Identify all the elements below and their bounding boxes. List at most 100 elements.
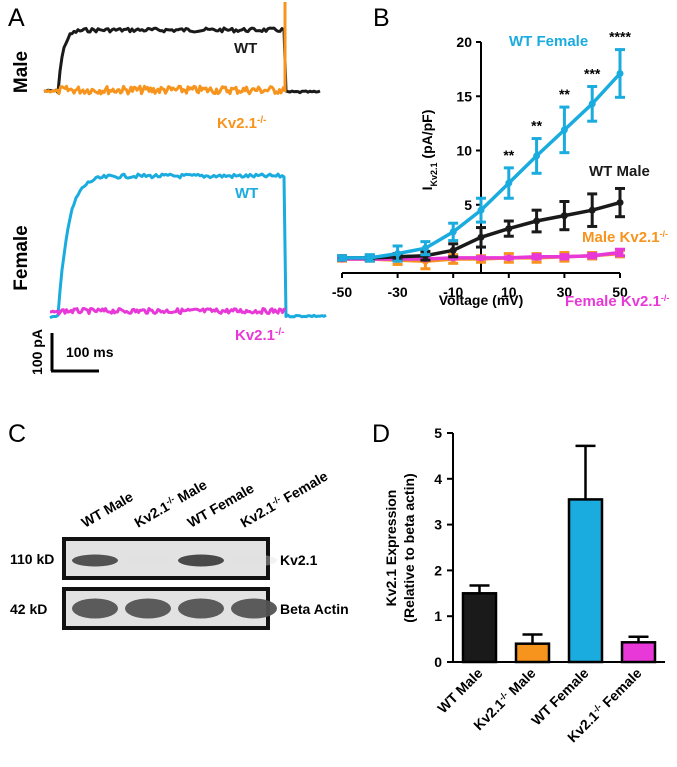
point-0-6 — [505, 179, 513, 187]
iv-plot-series — [337, 48, 625, 271]
female-kv21-label-text: Kv2.1 — [235, 327, 275, 344]
d-category-0-text: WT Male — [434, 665, 486, 717]
point-3-8 — [560, 253, 568, 261]
band-label-1: Beta Actin — [280, 601, 349, 617]
female-kv21-label: Kv2.1-/- — [235, 327, 284, 345]
panel-d: D 0 1 2 3 4 5 Kv2.1 Expression (Relative to bet… — [372, 420, 665, 745]
point-3-7 — [533, 253, 541, 261]
mw-label-0: 110 kD — [10, 551, 54, 567]
band-1-1 — [125, 598, 171, 619]
panel-label-a: A — [8, 4, 25, 32]
point-1-9 — [588, 206, 596, 214]
point-1-6 — [505, 225, 513, 233]
x-tick-label-3: 10 — [501, 284, 517, 300]
point-0-4 — [449, 228, 457, 236]
significance-0: ** — [503, 147, 514, 163]
y-tick-label-3: 20 — [456, 34, 472, 50]
point-0-8 — [560, 126, 568, 134]
band-0-1 — [125, 554, 171, 567]
iv-plot-axes: -50 -30 -10 10 30 50 5 10 15 20 Voltage (mV) IKv2.1… — [332, 34, 628, 308]
lane-label-1-suffix: Male — [171, 476, 210, 507]
point-3-9 — [588, 252, 596, 260]
significance-1: ** — [531, 118, 542, 134]
point-0-0 — [338, 254, 346, 262]
lane-label-0-text: WT Male — [79, 488, 136, 530]
legend-1: WT Male — [589, 163, 650, 180]
significance-4: **** — [609, 29, 631, 45]
mw-label-1: 42 kD — [10, 601, 47, 617]
point-1-8 — [560, 212, 568, 220]
scale-bar: 100 pA 100 ms — [29, 329, 114, 375]
d-category-0: WT Male — [434, 665, 486, 717]
point-0-7 — [533, 152, 541, 160]
male-kv21-label-sup: -/- — [257, 115, 266, 126]
y-tick-label-0: 5 — [464, 197, 472, 213]
point-3-10 — [616, 248, 624, 256]
point-0-9 — [588, 100, 596, 108]
legend-2-text: Male Kv2.1 — [582, 229, 660, 246]
d-y-tick-label-0: 0 — [434, 654, 442, 670]
d-y-axis-label-2: (Relative to beta actin) — [401, 473, 417, 622]
female-wt-label: WT — [235, 185, 258, 202]
d-bar-3 — [620, 641, 657, 664]
x-tick-label-0: -50 — [332, 284, 352, 300]
legend-0-text: WT Female — [509, 33, 588, 50]
band-0-3 — [231, 554, 277, 567]
d-y-axis-label-1: Kv2.1 Expression — [383, 490, 399, 607]
significance-3: *** — [584, 65, 601, 81]
panel-a: A Male Female WT Kv2.1-/- WT Kv2.1-/- 10… — [8, 2, 327, 375]
scale-time-label: 100 ms — [66, 344, 114, 360]
legend-3-text: Female Kv2.1 — [565, 293, 661, 310]
band-1-3 — [231, 598, 277, 619]
d-bar-1 — [514, 642, 551, 664]
x-tick-label-2: -10 — [443, 284, 463, 300]
y-axis-label-main: I — [419, 187, 435, 191]
trace-female-wt — [49, 172, 327, 320]
y-tick-label-1: 10 — [456, 143, 472, 159]
point-0-5 — [477, 206, 485, 214]
trace-female-kv21-ko — [49, 307, 286, 316]
point-1-5 — [477, 233, 485, 241]
legend-0: WT Female — [509, 33, 588, 50]
point-3-6 — [505, 254, 513, 262]
y-axis-label-sub: Kv2.1 — [429, 162, 439, 186]
legend-2: Male Kv2.1-/- — [582, 229, 668, 246]
scale-current-label: 100 pA — [29, 329, 45, 375]
x-axis-label: Voltage (mV) — [439, 292, 524, 308]
lane-label-3: Kv2.1-/- Female — [238, 468, 331, 531]
point-1-10 — [616, 199, 624, 207]
point-1-4 — [449, 246, 457, 254]
legend-3-sup: -/- — [661, 293, 670, 303]
expression-bar-chart: 0 1 2 3 4 5 Kv2.1 Expression (Relative to beta … — [383, 425, 665, 745]
d-category-3-suffix: Female — [596, 665, 644, 713]
d-y-tick-label-3: 3 — [434, 517, 442, 533]
male-wt-label: WT — [234, 40, 257, 57]
d-y-tick-label-1: 1 — [434, 608, 442, 624]
d-y-tick-label-4: 4 — [434, 471, 442, 487]
d-bar-2 — [567, 498, 604, 664]
lane-label-0: WT Male — [79, 488, 136, 530]
point-0-10 — [616, 69, 624, 77]
female-row-label: Female — [11, 225, 32, 290]
legend-1-text: WT Male — [589, 163, 650, 180]
female-kv21-label-sup: -/- — [275, 327, 284, 338]
y-axis-label: IKv2.1 (pA/pF) — [419, 110, 439, 191]
band-1-2 — [178, 598, 224, 619]
male-kv21-label: Kv2.1-/- — [217, 115, 266, 133]
band-0-2 — [178, 554, 224, 567]
male-row-label: Male — [11, 51, 32, 93]
d-bar-0 — [461, 592, 498, 664]
point-0-2 — [394, 250, 402, 258]
x-tick-label-4: 30 — [557, 284, 573, 300]
band-label-0: Kv2.1 — [280, 552, 318, 568]
lane-label-3-suffix: Female — [277, 468, 330, 508]
legend-2-sup: -/- — [660, 229, 669, 239]
trace-male-kv21-ko — [43, 84, 286, 96]
trace-male-wt — [43, 26, 321, 95]
legend-3: Female Kv2.1-/- — [565, 293, 669, 310]
panel-label-c: C — [8, 420, 26, 448]
